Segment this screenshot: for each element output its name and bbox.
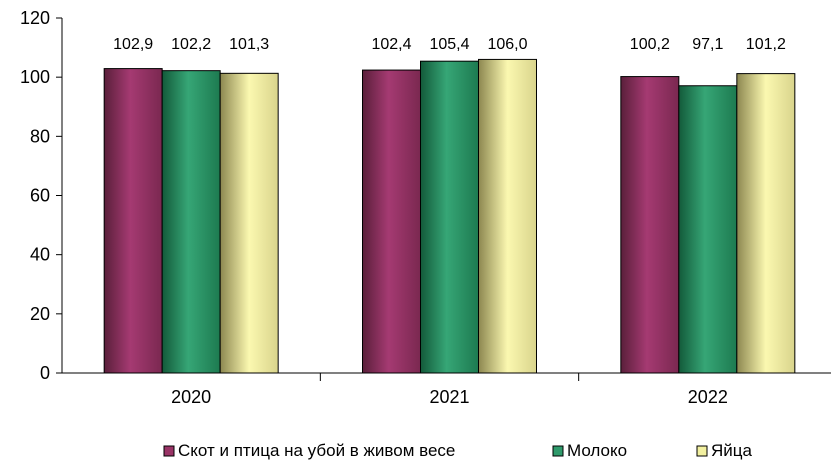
x-tick-label: 2022 xyxy=(688,387,728,407)
data-label: 100,2 xyxy=(630,36,670,53)
x-tick-label: 2020 xyxy=(171,387,211,407)
bar xyxy=(420,60,479,374)
legend-label: Яйца xyxy=(711,441,753,460)
legend-swatch xyxy=(163,445,175,457)
y-tick-label: 80 xyxy=(30,126,50,146)
data-label: 101,2 xyxy=(746,36,786,53)
bar xyxy=(478,58,537,374)
data-label: 102,9 xyxy=(113,36,153,53)
legend-label: Скот и птица на убой в живом весе xyxy=(178,441,455,460)
bar xyxy=(620,76,680,374)
x-tick-label: 2021 xyxy=(429,387,469,407)
bar xyxy=(678,85,738,374)
legend-label: Молоко xyxy=(567,441,627,460)
bar xyxy=(161,70,221,374)
bar xyxy=(736,73,796,374)
data-label: 101,3 xyxy=(229,36,269,53)
chart-bars xyxy=(103,58,796,374)
data-label: 102,2 xyxy=(171,36,211,53)
legend-swatch xyxy=(552,445,564,457)
y-tick-label: 20 xyxy=(30,304,50,324)
y-tick-label: 60 xyxy=(30,186,50,206)
data-label: 102,4 xyxy=(371,36,411,53)
bar xyxy=(219,72,279,374)
chart-legend: Скот и птица на убой в живом весе Молоко Я… xyxy=(163,441,753,460)
y-tick-label: 100 xyxy=(20,67,50,87)
chart-axes: 0 20 40 60 80 100 120 2020 2021 2022 xyxy=(20,8,831,407)
data-label: 97,1 xyxy=(692,36,723,53)
data-label: 106,0 xyxy=(487,36,527,53)
chart-data-labels: 102,9 102,2 101,3 102,4 105,4 106,0 100,2 97,1 1… xyxy=(113,36,786,53)
y-tick-label: 0 xyxy=(40,363,50,383)
bar xyxy=(103,68,163,374)
y-tick-label: 40 xyxy=(30,245,50,265)
data-label: 105,4 xyxy=(429,36,469,53)
legend-swatch xyxy=(696,445,708,457)
y-tick-label: 120 xyxy=(20,8,50,28)
bar xyxy=(362,69,421,374)
